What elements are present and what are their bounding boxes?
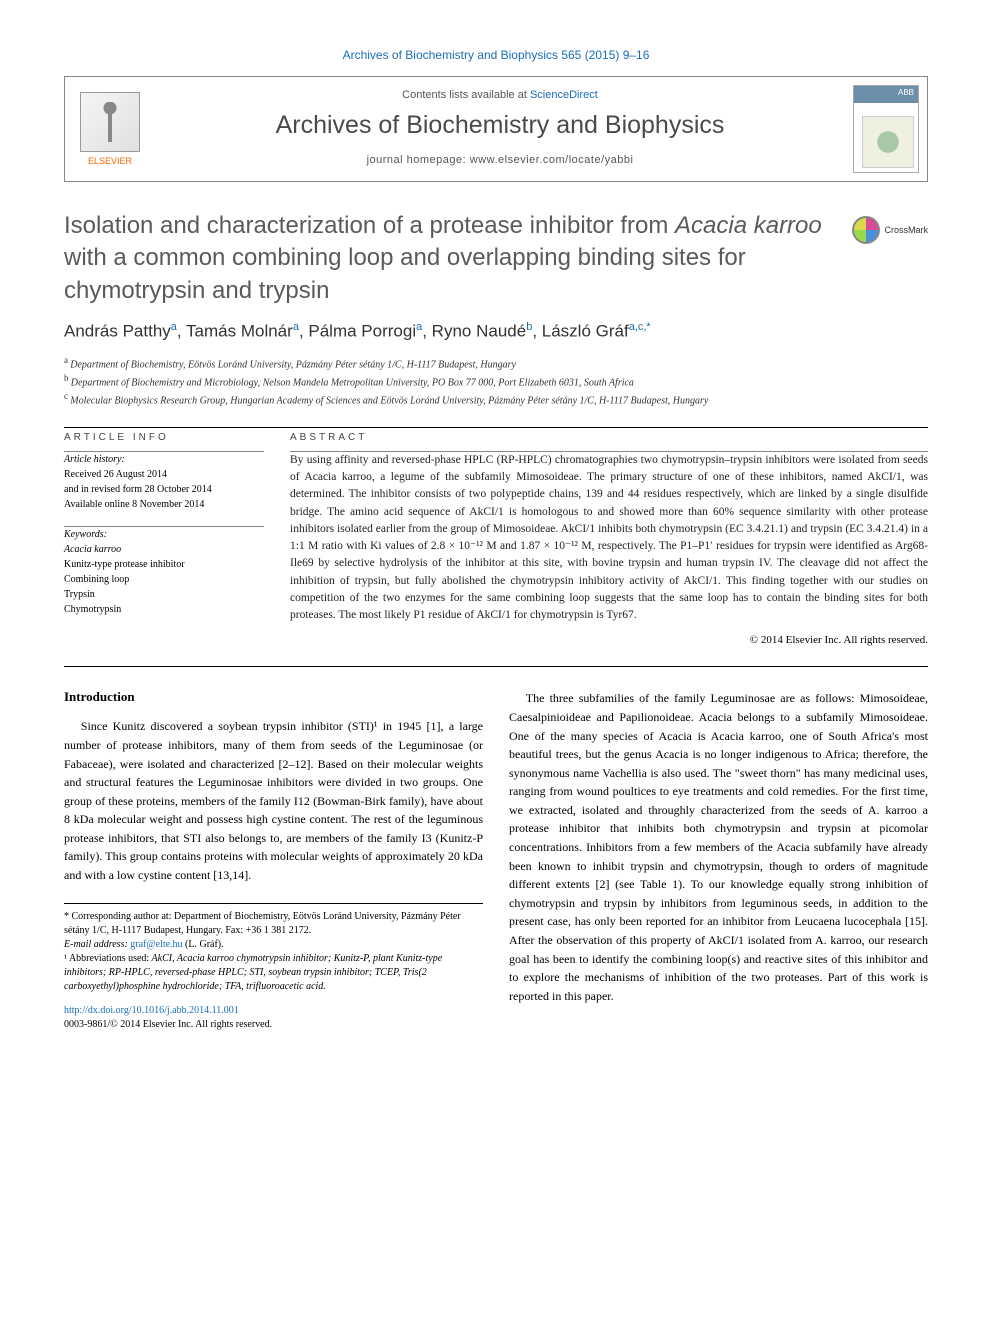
email-label: E-mail address:: [64, 939, 130, 950]
affiliation-sup: c: [64, 391, 70, 401]
journal-cover-thumb: [845, 77, 927, 181]
article-info-heading: ARTICLE INFO: [64, 432, 264, 443]
email-line: E-mail address: graf@elte.hu (L. Gráf).: [64, 938, 483, 952]
keyword-item: Trypsin: [64, 587, 264, 602]
sciencedirect-link[interactable]: ScienceDirect: [530, 89, 598, 101]
article-history-block: Article history: Received 26 August 2014…: [64, 452, 264, 512]
keywords-block: Keywords: Acacia karrooKunitz-type prote…: [64, 527, 264, 617]
contents-available-line: Contents lists available at ScienceDirec…: [163, 89, 837, 101]
abbr-label: ¹ Abbreviations used:: [64, 953, 149, 964]
affiliation-sup: a: [64, 355, 70, 365]
divider-bottom: [64, 666, 928, 667]
affiliations-block: a Department of Biochemistry, Eötvös Lor…: [64, 354, 928, 409]
introduction-heading: Introduction: [64, 689, 483, 705]
paper-title: Isolation and characterization of a prot…: [64, 210, 836, 307]
doi-link[interactable]: http://dx.doi.org/10.1016/j.abb.2014.11.…: [64, 1004, 483, 1018]
homepage-url[interactable]: www.elsevier.com/locate/yabbi: [470, 154, 634, 166]
keywords-label: Keywords:: [64, 527, 264, 542]
journal-reference: Archives of Biochemistry and Biophysics …: [64, 48, 928, 62]
elsevier-label: ELSEVIER: [88, 156, 132, 166]
title-part-1: Isolation and characterization of a prot…: [64, 212, 675, 239]
title-part-3: with a common combining loop and overlap…: [64, 244, 746, 303]
doi-block: http://dx.doi.org/10.1016/j.abb.2014.11.…: [64, 1004, 483, 1032]
intro-paragraph-1: Since Kunitz discovered a soybean trypsi…: [64, 717, 483, 884]
crossmark-badge[interactable]: CrossMark: [852, 216, 928, 244]
abstract-copyright: © 2014 Elsevier Inc. All rights reserved…: [290, 634, 928, 646]
abstract-text: By using affinity and reversed-phase HPL…: [290, 452, 928, 625]
issn-copyright-line: 0003-9861/© 2014 Elsevier Inc. All right…: [64, 1018, 483, 1032]
keyword-item: Acacia karroo: [64, 542, 264, 557]
elsevier-tree-icon: [80, 92, 140, 152]
contents-prefix: Contents lists available at: [402, 89, 530, 101]
keyword-item: Chymotrypsin: [64, 602, 264, 617]
history-line: Available online 8 November 2014: [64, 497, 264, 512]
divider-top: [64, 427, 928, 428]
keyword-item: Combining loop: [64, 572, 264, 587]
email-link[interactable]: graf@elte.hu: [130, 939, 182, 950]
journal-name: Archives of Biochemistry and Biophysics: [163, 111, 837, 140]
affiliation-sup: b: [64, 373, 71, 383]
crossmark-label: CrossMark: [884, 225, 928, 235]
author-affil-sup: a,c,*: [629, 321, 651, 333]
intro-paragraph-2: The three subfamilies of the family Legu…: [509, 689, 928, 1005]
author-name: , László Gráf: [532, 322, 628, 341]
journal-header: ELSEVIER Contents lists available at Sci…: [64, 76, 928, 182]
author-name: , Ryno Naudé: [422, 322, 526, 341]
abstract-column: ABSTRACT By using affinity and reversed-…: [290, 432, 928, 647]
author-name: , Pálma Porrogi: [299, 322, 416, 341]
article-info-column: ARTICLE INFO Article history: Received 2…: [64, 432, 264, 647]
affiliation-line: c Molecular Biophysics Research Group, H…: [64, 390, 928, 408]
homepage-prefix: journal homepage:: [367, 154, 470, 166]
keyword-item: Kunitz-type protease inhibitor: [64, 557, 264, 572]
author-name: András Patthy: [64, 322, 171, 341]
affiliation-line: a Department of Biochemistry, Eötvös Lor…: [64, 354, 928, 372]
footnotes-block: * Corresponding author at: Department of…: [64, 903, 483, 994]
title-species-italic: Acacia karroo: [675, 212, 822, 239]
crossmark-icon: [852, 216, 880, 244]
affiliation-line: b Department of Biochemistry and Microbi…: [64, 372, 928, 390]
header-center: Contents lists available at ScienceDirec…: [155, 77, 845, 181]
history-label: Article history:: [64, 452, 264, 467]
abstract-heading: ABSTRACT: [290, 432, 928, 443]
authors-line: András Patthya, Tamás Molnára, Pálma Por…: [64, 321, 928, 342]
abbreviations-note: ¹ Abbreviations used: AkCI, Acacia karro…: [64, 952, 483, 994]
cover-image: [853, 85, 919, 173]
body-column-right: The three subfamilies of the family Legu…: [509, 689, 928, 1031]
history-line: and in revised form 28 October 2014: [64, 482, 264, 497]
body-column-left: Introduction Since Kunitz discovered a s…: [64, 689, 483, 1031]
history-line: Received 26 August 2014: [64, 467, 264, 482]
author-name: , Tamás Molnár: [177, 322, 293, 341]
email-suffix: (L. Gráf).: [183, 939, 224, 950]
elsevier-logo[interactable]: ELSEVIER: [65, 77, 155, 181]
journal-homepage-line: journal homepage: www.elsevier.com/locat…: [163, 154, 837, 166]
corresponding-author-note: * Corresponding author at: Department of…: [64, 910, 483, 938]
